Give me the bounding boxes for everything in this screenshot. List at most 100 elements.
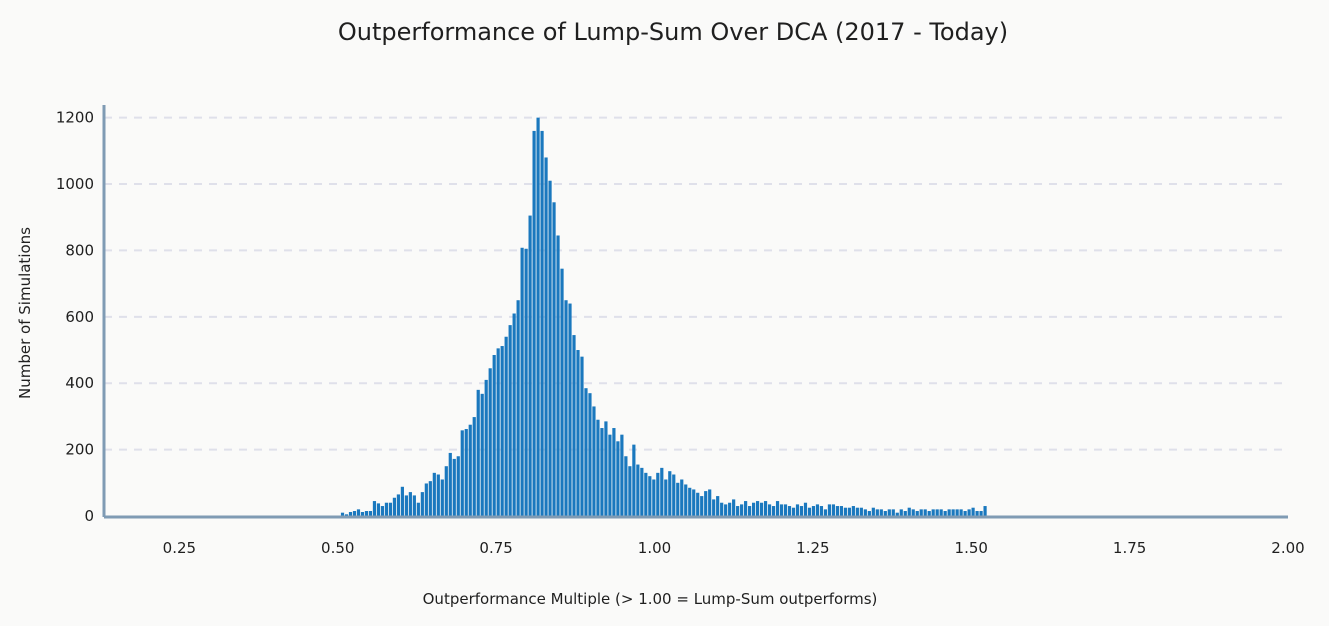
histogram-bar [783,504,788,516]
histogram-bar [939,509,943,516]
histogram-bar [887,509,891,516]
histogram-bar [368,511,373,516]
y-tick-label: 0 [84,507,94,525]
histogram-bar [839,506,843,516]
histogram-bar [807,507,812,516]
histogram-bar [552,202,556,516]
histogram-bar [564,300,568,516]
histogram-bar [903,511,907,516]
histogram-bar [763,501,768,516]
histogram-bar [899,509,903,516]
histogram-bar [340,512,345,516]
histogram-bar [927,511,931,516]
histogram-bar [748,506,752,516]
histogram-bar [464,429,468,516]
histogram-bar [843,507,847,516]
histogram-bar [348,512,353,516]
histogram-bar [855,507,859,516]
histogram-bar [428,481,432,516]
histogram-bar [444,466,448,516]
histogram-bar [724,504,728,516]
histogram-bar [955,509,959,516]
histogram-bar [616,441,620,516]
x-tick-label: 1.75 [1113,539,1146,557]
histogram-bar [943,511,947,516]
histogram-bar [412,495,416,516]
histogram-bar [791,507,796,516]
histogram-bar [752,502,756,516]
histogram-bar [628,466,632,516]
histogram-bar [728,502,732,516]
histogram-bar [344,514,349,516]
histogram-bar [460,430,464,516]
histogram-bar [696,492,700,516]
histogram-bar [875,509,879,516]
histogram-bar [580,356,584,516]
histogram-bar [544,157,548,516]
histogram-bar [376,503,381,516]
grid-lines [104,116,1288,451]
x-tick-label: 0.75 [479,539,512,557]
histogram-bar [488,368,492,516]
histogram-bar [911,509,915,516]
x-tick-label: 1.25 [796,539,829,557]
histogram-bar [815,504,820,516]
histogram-bar [692,489,696,516]
histogram-bar [504,336,508,516]
histogram-bar [372,501,377,516]
histogram-bar [736,506,740,516]
histogram-bar [947,509,951,516]
histogram-bar [971,507,975,516]
y-tick-label: 800 [65,241,94,259]
histogram-bar [612,428,616,516]
histogram-bar [704,491,708,516]
histogram-bar [436,474,440,516]
histogram-bar [620,434,624,516]
histogram-bar [851,506,855,516]
histogram-bar [604,421,608,516]
histogram-bar [664,479,668,516]
y-tick-label: 600 [65,308,94,326]
y-tick-label: 200 [65,441,94,459]
histogram-bar [656,472,660,516]
histogram-bar [456,456,460,516]
histogram-bar [584,388,588,516]
histogram-bar [364,511,369,516]
histogram-bar [803,502,808,516]
histogram-bar [895,512,899,516]
histogram-bar [532,130,536,516]
x-axis-label: Outperformance Multiple (> 1.00 = Lump-S… [423,590,878,608]
histogram-bar [492,354,496,516]
histogram-bar [708,489,712,516]
x-tick-label: 2.00 [1271,539,1304,557]
histogram-bar [771,506,776,516]
y-axis-label: Number of Simulations [16,227,34,399]
x-tick-label: 0.50 [321,539,354,557]
y-tick-label: 1200 [56,109,94,127]
histogram-bar [592,406,596,516]
histogram-bar [400,486,404,516]
histogram-bar [795,504,800,516]
bars [340,117,987,516]
histogram-bar [472,417,476,516]
histogram-bar [700,496,704,516]
histogram-bar [512,313,516,516]
y-tick-label: 400 [65,374,94,392]
histogram-bar [540,130,544,516]
axes [102,105,1288,519]
histogram-bar [468,424,472,516]
histogram-bar [516,300,520,516]
histogram-bar [835,506,840,516]
histogram-bar [396,494,400,516]
histogram-bar [528,215,532,516]
histogram-bar [420,492,424,516]
histogram-bar [676,482,680,516]
histogram-bar [935,509,939,516]
histogram-bar [811,506,816,516]
histogram-bar [452,458,456,516]
histogram-bar [640,467,644,516]
histogram-bar [404,495,408,516]
histogram-bar [767,504,772,516]
histogram-bar [432,472,436,516]
